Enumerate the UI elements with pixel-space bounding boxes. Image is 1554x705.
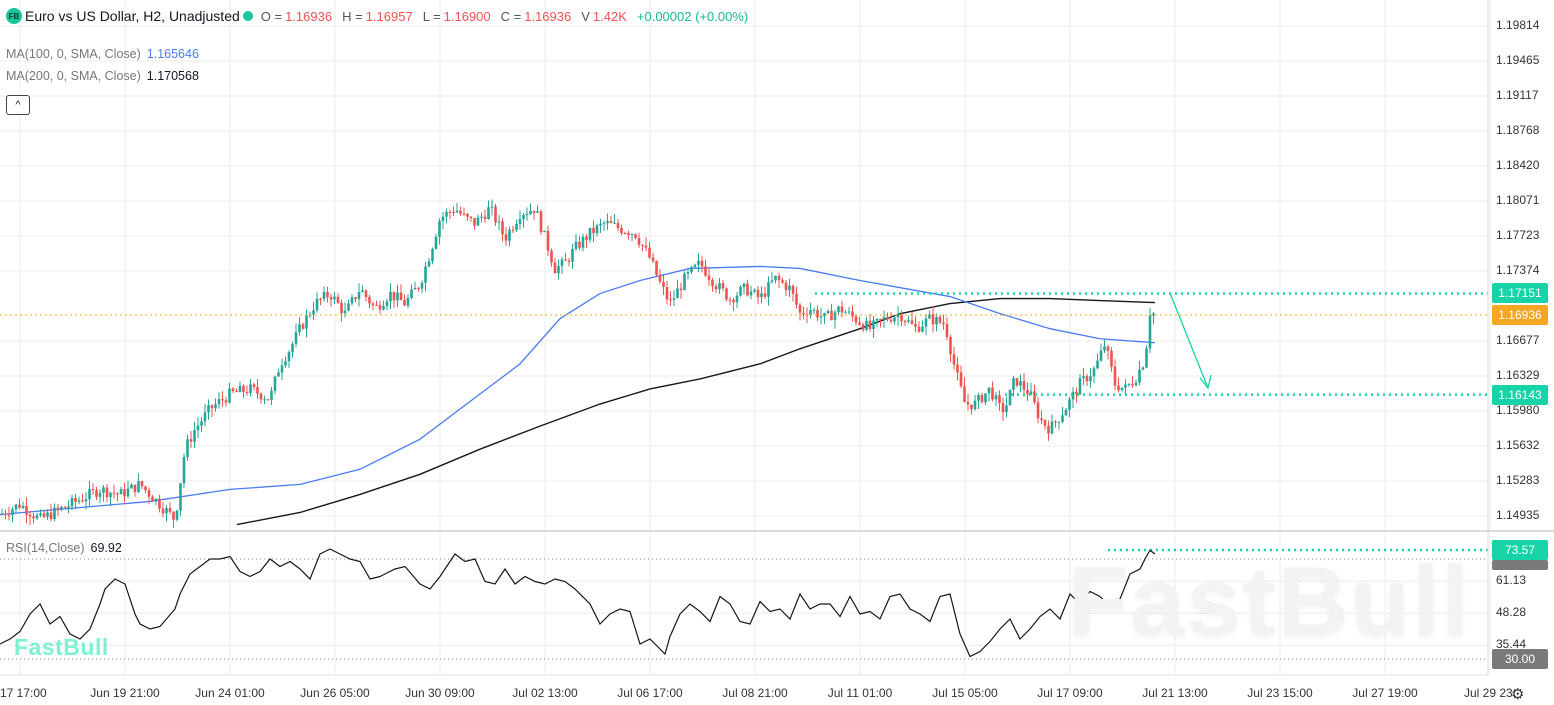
resistance-line-price-tag: 1.17151 bbox=[1492, 283, 1548, 304]
time-axis-label: Jul 23 15:00 bbox=[1247, 686, 1313, 700]
ma200-value: 1.170568 bbox=[146, 69, 199, 83]
time-axis-label: Jul 21 13:00 bbox=[1142, 686, 1208, 700]
time-axis-label: 17 17:00 bbox=[0, 686, 47, 700]
symbol-legend: FB Euro vs US Dollar, H2, Unadjusted O =… bbox=[6, 8, 748, 24]
ma200-label: MA(200, 0, SMA, Close) bbox=[6, 69, 141, 83]
rsi-value-tag: 30.00 bbox=[1492, 649, 1548, 669]
ma200-line bbox=[236, 297, 1156, 526]
time-axis-label: Jun 26 05:00 bbox=[300, 686, 370, 700]
price-axis-label: 1.16329 bbox=[1496, 367, 1540, 382]
open-label: O = bbox=[260, 8, 283, 24]
price-axis-label: 1.19117 bbox=[1496, 87, 1539, 102]
high-label: H = bbox=[342, 8, 363, 24]
watermark-large: FastBull bbox=[1068, 546, 1471, 656]
time-axis-label: Jun 30 09:00 bbox=[405, 686, 475, 700]
price-axis-label: 1.14935 bbox=[1496, 507, 1540, 522]
time-axis-label: Jul 15 05:00 bbox=[932, 686, 998, 700]
market-open-status-icon bbox=[242, 11, 253, 21]
drawing-annotations[interactable] bbox=[0, 292, 1488, 552]
price-axis-label: 1.18768 bbox=[1496, 123, 1540, 138]
fastbull-logo-icon: FB bbox=[6, 8, 22, 24]
time-axis-label: Jul 27 19:00 bbox=[1352, 686, 1418, 700]
collapse-legend-button[interactable]: ^ bbox=[6, 95, 30, 115]
open-value: 1.16936 bbox=[285, 8, 333, 24]
time-axis-label: Jun 24 01:00 bbox=[195, 686, 265, 700]
ma100-line bbox=[0, 265, 1156, 516]
high-value: 1.16957 bbox=[365, 8, 413, 24]
low-value: 1.16900 bbox=[443, 8, 491, 24]
price-axis-label: 1.16677 bbox=[1496, 333, 1540, 348]
price-axis-label: 1.15283 bbox=[1496, 473, 1540, 488]
price-axis-label: 1.18420 bbox=[1496, 157, 1540, 172]
price-axis-label: 1.17723 bbox=[1496, 227, 1540, 242]
settings-gear-icon[interactable]: ⚙ bbox=[1511, 686, 1525, 703]
symbol-title[interactable]: Euro vs US Dollar, H2, Unadjusted bbox=[25, 8, 240, 24]
rsi-70-tag bbox=[1492, 560, 1548, 571]
time-axis-label: Jul 11 01:00 bbox=[827, 686, 893, 700]
price-axis-label: 1.18071 bbox=[1496, 193, 1540, 208]
price-axis-label: 1.15980 bbox=[1496, 403, 1540, 418]
close-value: 1.16936 bbox=[524, 8, 572, 24]
time-axis-label: Jul 06 17:00 bbox=[617, 686, 683, 700]
rsi-legend[interactable]: RSI(14,Close) 69.92 bbox=[6, 541, 122, 555]
close-label: C = bbox=[500, 8, 522, 24]
ma100-value: 1.165646 bbox=[146, 47, 199, 61]
ma100-label: MA(100, 0, SMA, Close) bbox=[6, 47, 141, 61]
volume-label: V bbox=[581, 8, 590, 24]
price-axis-label: 1.17374 bbox=[1496, 263, 1540, 278]
candlestick-series[interactable] bbox=[0, 199, 1155, 528]
volume-value: 1.42K bbox=[592, 8, 627, 24]
rsi-axis-label: 48.28 bbox=[1496, 605, 1527, 620]
time-axis-label: Jun 19 21:00 bbox=[90, 686, 160, 700]
price-change: +0.00002 (+0.00%) bbox=[636, 8, 749, 24]
time-axis-label: Jul 17 09:00 bbox=[1037, 686, 1103, 700]
grid-lines bbox=[0, 0, 1491, 675]
rsi-axis-label: 35.44 bbox=[1496, 637, 1527, 652]
rsi-label: RSI(14,Close) bbox=[6, 541, 85, 555]
ma200-legend[interactable]: MA(200, 0, SMA, Close) 1.170568 bbox=[6, 69, 199, 83]
rsi-axis-label: 61.13 bbox=[1496, 573, 1527, 588]
time-axis-label: Jul 08 21:00 bbox=[722, 686, 788, 700]
support-line-price-tag: 1.16143 bbox=[1492, 384, 1548, 405]
price-axis-label: 1.19465 bbox=[1496, 53, 1540, 68]
rsi-value: 69.92 bbox=[90, 541, 122, 555]
watermark-small: FastBull bbox=[14, 634, 109, 660]
rsi-line bbox=[0, 548, 1156, 658]
low-label: L = bbox=[422, 8, 441, 24]
current-price-price-tag: 1.16936 bbox=[1492, 305, 1548, 326]
pane-dividers bbox=[0, 0, 1554, 676]
chevron-up-icon: ^ bbox=[15, 99, 21, 111]
ma100-legend[interactable]: MA(100, 0, SMA, Close) 1.165646 bbox=[6, 47, 199, 61]
rsi-value-tag: 73.57 bbox=[1492, 540, 1548, 561]
price-axis-label: 1.15632 bbox=[1496, 437, 1540, 452]
price-axis-label: 1.19814 bbox=[1496, 18, 1540, 32]
time-axis-label: Jul 29 23: bbox=[1463, 686, 1517, 700]
time-axis-label: Jul 02 13:00 bbox=[512, 686, 578, 700]
